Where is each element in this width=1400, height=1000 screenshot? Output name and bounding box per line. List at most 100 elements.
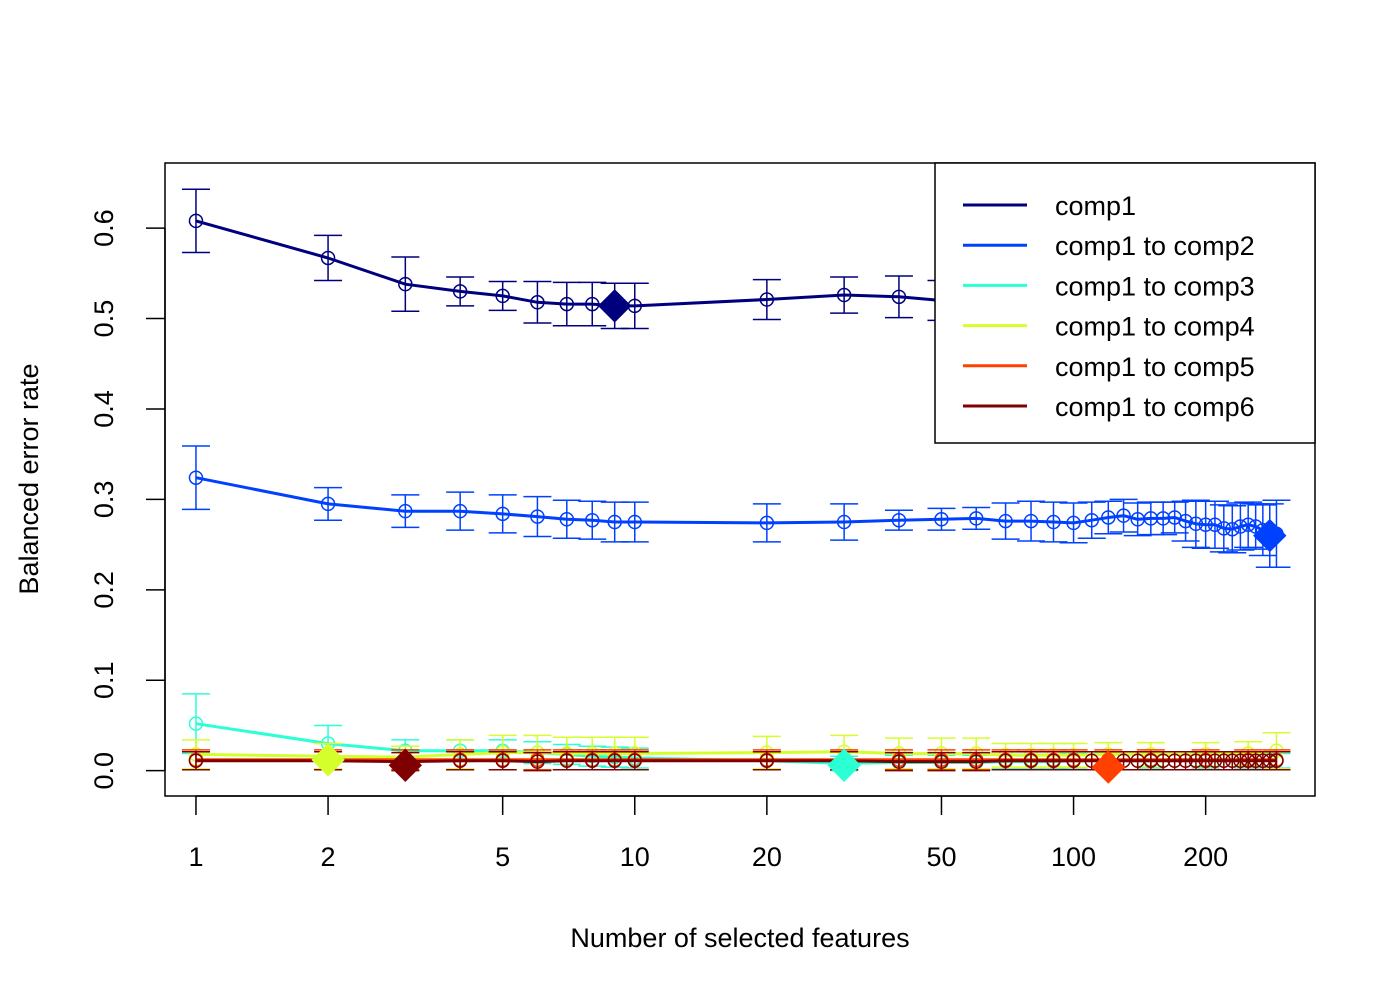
data-point xyxy=(1167,753,1182,768)
data-point xyxy=(891,289,907,305)
data-point xyxy=(1116,508,1131,523)
plot-frame xyxy=(164,162,1316,797)
data-point xyxy=(1240,753,1256,768)
data-point xyxy=(584,512,600,528)
data-point xyxy=(627,514,643,530)
x-tick-label: 5 xyxy=(495,842,510,872)
y-tick-label: 0.4 xyxy=(89,390,119,428)
data-point xyxy=(1178,753,1193,768)
data-point xyxy=(530,754,545,769)
data-point xyxy=(559,296,575,312)
data-point xyxy=(1023,753,1039,768)
data-point xyxy=(452,753,468,768)
legend-box xyxy=(934,162,1316,444)
data-point xyxy=(998,753,1013,768)
data-point xyxy=(891,754,907,769)
data-point xyxy=(1155,511,1171,526)
data-point xyxy=(1198,753,1213,768)
data-point xyxy=(1207,753,1223,768)
optimum-marker-1 xyxy=(597,289,632,323)
x-tick-label: 10 xyxy=(620,842,650,872)
y-tick-label: 0.5 xyxy=(89,300,119,338)
data-point xyxy=(998,513,1013,529)
data-point xyxy=(1066,753,1081,768)
data-point xyxy=(584,753,600,768)
y-tick-label: 0.3 xyxy=(89,481,119,519)
data-point xyxy=(1216,521,1232,536)
series-2 xyxy=(181,445,1291,568)
data-point xyxy=(934,512,949,527)
series-6 xyxy=(181,750,1291,772)
data-point xyxy=(398,503,413,519)
data-point xyxy=(759,292,775,307)
data-point xyxy=(1269,753,1284,768)
x-axis: 1 2 5 10 20 50 100 200 xyxy=(188,795,1228,872)
data-point xyxy=(1225,521,1240,537)
data-point xyxy=(495,753,510,768)
data-point xyxy=(584,296,600,312)
data-point xyxy=(607,514,622,530)
data-point xyxy=(188,753,204,768)
data-point xyxy=(559,512,575,527)
data-point xyxy=(836,514,852,530)
y-tick-label: 0.2 xyxy=(89,571,119,609)
x-tick-label: 2 xyxy=(321,842,336,872)
legend-label: comp1 to comp3 xyxy=(1055,271,1255,301)
data-point xyxy=(1101,510,1116,525)
legend-label: comp1 to comp4 xyxy=(1055,312,1255,342)
data-point xyxy=(934,754,949,769)
legend: comp1 comp1 to comp2 comp1 to comp3 comp1 t… xyxy=(934,162,1316,444)
data-point xyxy=(452,503,468,519)
data-point xyxy=(1023,513,1039,529)
data-point xyxy=(320,250,336,266)
optimum-marker-6 xyxy=(388,748,423,782)
data-point xyxy=(891,512,907,528)
data-point xyxy=(495,506,510,522)
x-tick-label: 20 xyxy=(752,842,782,872)
data-point xyxy=(1233,519,1248,534)
data-point xyxy=(530,295,545,310)
data-point xyxy=(320,496,336,512)
x-axis-title: Number of selected features xyxy=(570,923,909,953)
data-point xyxy=(1216,753,1232,768)
data-point xyxy=(1225,753,1240,768)
legend-label: comp1 to comp2 xyxy=(1055,231,1255,261)
data-point xyxy=(398,276,413,292)
x-tick-label: 50 xyxy=(926,842,956,872)
data-point xyxy=(1207,517,1223,532)
data-point xyxy=(188,470,204,485)
y-tick-label: 0.0 xyxy=(89,752,119,790)
data-point xyxy=(1262,753,1278,768)
legend-label: comp1 to comp5 xyxy=(1055,352,1255,382)
data-point xyxy=(1066,515,1081,531)
data-point xyxy=(1198,517,1213,532)
series-1 xyxy=(181,188,956,330)
legend-label: comp1 xyxy=(1055,191,1136,221)
data-point xyxy=(495,288,510,304)
series-line xyxy=(195,219,942,308)
data-point xyxy=(836,287,852,303)
optimum-marker-5 xyxy=(1091,750,1126,784)
data-point xyxy=(1188,516,1204,532)
data-point xyxy=(188,716,204,731)
x-tick-label: 200 xyxy=(1183,842,1228,872)
optimum-marker-4 xyxy=(311,743,345,777)
data-point xyxy=(1188,753,1204,768)
data-point xyxy=(1046,753,1061,768)
y-tick-label: 0.6 xyxy=(89,209,119,247)
optimum-marker-3 xyxy=(827,748,861,782)
data-point xyxy=(1248,753,1263,768)
data-point xyxy=(1178,513,1193,529)
data-point xyxy=(530,509,545,524)
data-point xyxy=(188,213,204,229)
data-point xyxy=(452,284,468,299)
data-point xyxy=(627,753,643,768)
data-point xyxy=(1233,753,1248,768)
data-point xyxy=(968,754,984,769)
data-point xyxy=(1084,512,1099,528)
x-tick-label: 100 xyxy=(1051,842,1096,872)
data-point xyxy=(1240,517,1256,532)
data-point xyxy=(1155,753,1171,768)
x-tick-label: 1 xyxy=(188,842,203,872)
